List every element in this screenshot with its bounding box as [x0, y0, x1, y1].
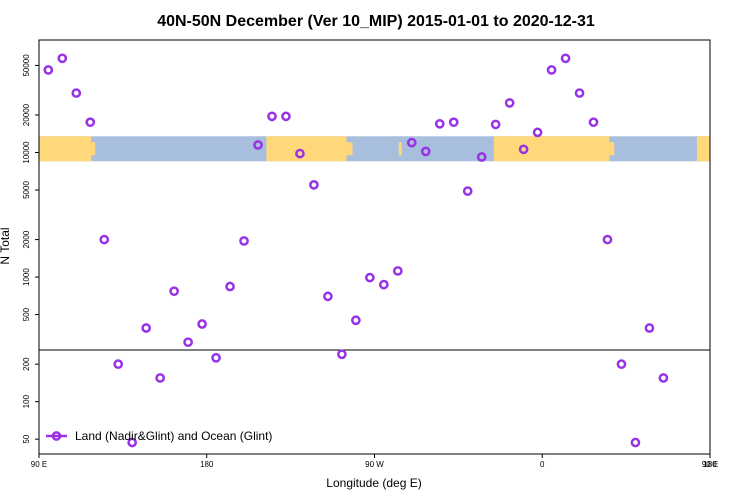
data-point	[504, 98, 515, 108]
data-point	[476, 152, 487, 162]
x-tick-label: 180	[200, 460, 214, 469]
data-point	[518, 144, 529, 155]
map-land	[91, 142, 96, 156]
data-point	[532, 127, 543, 138]
y-axis-label: N Total	[0, 227, 12, 264]
data-point	[141, 323, 152, 333]
data-point	[113, 359, 124, 370]
data-point	[169, 286, 179, 297]
data-point	[57, 53, 68, 64]
data-point	[197, 319, 207, 329]
data-point	[392, 266, 403, 276]
data-point	[588, 117, 599, 128]
x-tick-label: 90 W	[365, 460, 384, 469]
y-tick-label: 50000	[22, 54, 31, 77]
x-tick-label: 0	[540, 460, 545, 469]
y-tick-label: 20000	[22, 103, 31, 126]
data-points	[43, 53, 669, 448]
data-point	[323, 291, 333, 302]
data-point	[406, 137, 417, 148]
x-tick-label: 90 E	[702, 460, 718, 469]
data-point	[267, 111, 277, 122]
data-point	[253, 140, 263, 150]
data-point	[644, 323, 655, 333]
y-tick-label: 200	[22, 357, 31, 371]
y-tick-label: 10000	[22, 141, 31, 164]
map-land	[398, 142, 402, 156]
data-point	[71, 88, 82, 98]
data-point	[630, 437, 641, 448]
data-point	[295, 148, 305, 159]
y-tick-label: 1000	[22, 268, 31, 286]
data-point	[99, 234, 110, 245]
data-point	[155, 373, 166, 383]
map-land	[346, 142, 353, 156]
data-point	[364, 272, 375, 283]
x-tick-label: 90 E	[31, 460, 47, 469]
legend-entry-label: Land (Nadir&Glint) and Ocean (Glint)	[75, 429, 272, 443]
data-point	[462, 186, 473, 196]
data-point	[658, 373, 669, 383]
data-point	[127, 437, 138, 448]
x-axis-label: Longitude (deg E)	[326, 476, 421, 490]
data-point	[448, 117, 459, 128]
map-land	[609, 142, 615, 156]
data-point	[616, 359, 627, 370]
map-land	[266, 136, 347, 162]
map-land	[696, 136, 710, 162]
data-point	[309, 179, 319, 190]
y-tick-label: 500	[22, 307, 31, 321]
data-point	[85, 117, 96, 128]
map-land	[493, 136, 610, 162]
data-point	[43, 65, 54, 75]
data-point	[434, 118, 445, 129]
data-point	[546, 65, 557, 75]
y-tick-label: 5000	[22, 181, 31, 199]
data-point	[239, 236, 249, 246]
y-tick-label: 50	[22, 434, 31, 443]
x-tick-label: 180	[703, 460, 717, 469]
data-point	[378, 279, 389, 290]
plot-frame	[38, 39, 711, 455]
legend-marker	[51, 431, 62, 441]
data-point	[574, 88, 585, 98]
data-point	[281, 111, 291, 122]
data-point	[490, 119, 501, 130]
data-point	[420, 146, 431, 157]
map-band	[39, 136, 710, 162]
map-land	[39, 136, 92, 162]
axis-ticks: 90 E 180 90 W 0 90 E180501002005001000200050…	[22, 54, 718, 469]
data-point	[211, 352, 221, 363]
data-point	[225, 281, 235, 292]
chart-title: 40N-50N December (Ver 10_MIP) 2015-01-01…	[157, 13, 595, 30]
data-point	[560, 53, 571, 64]
y-tick-label: 100	[22, 394, 31, 408]
data-point	[351, 315, 361, 326]
data-point	[337, 349, 347, 360]
y-tick-label: 2000	[22, 230, 31, 248]
data-point	[183, 337, 193, 348]
legend: Land (Nadir&Glint) and Ocean (Glint)	[46, 429, 272, 443]
data-point	[602, 234, 613, 245]
